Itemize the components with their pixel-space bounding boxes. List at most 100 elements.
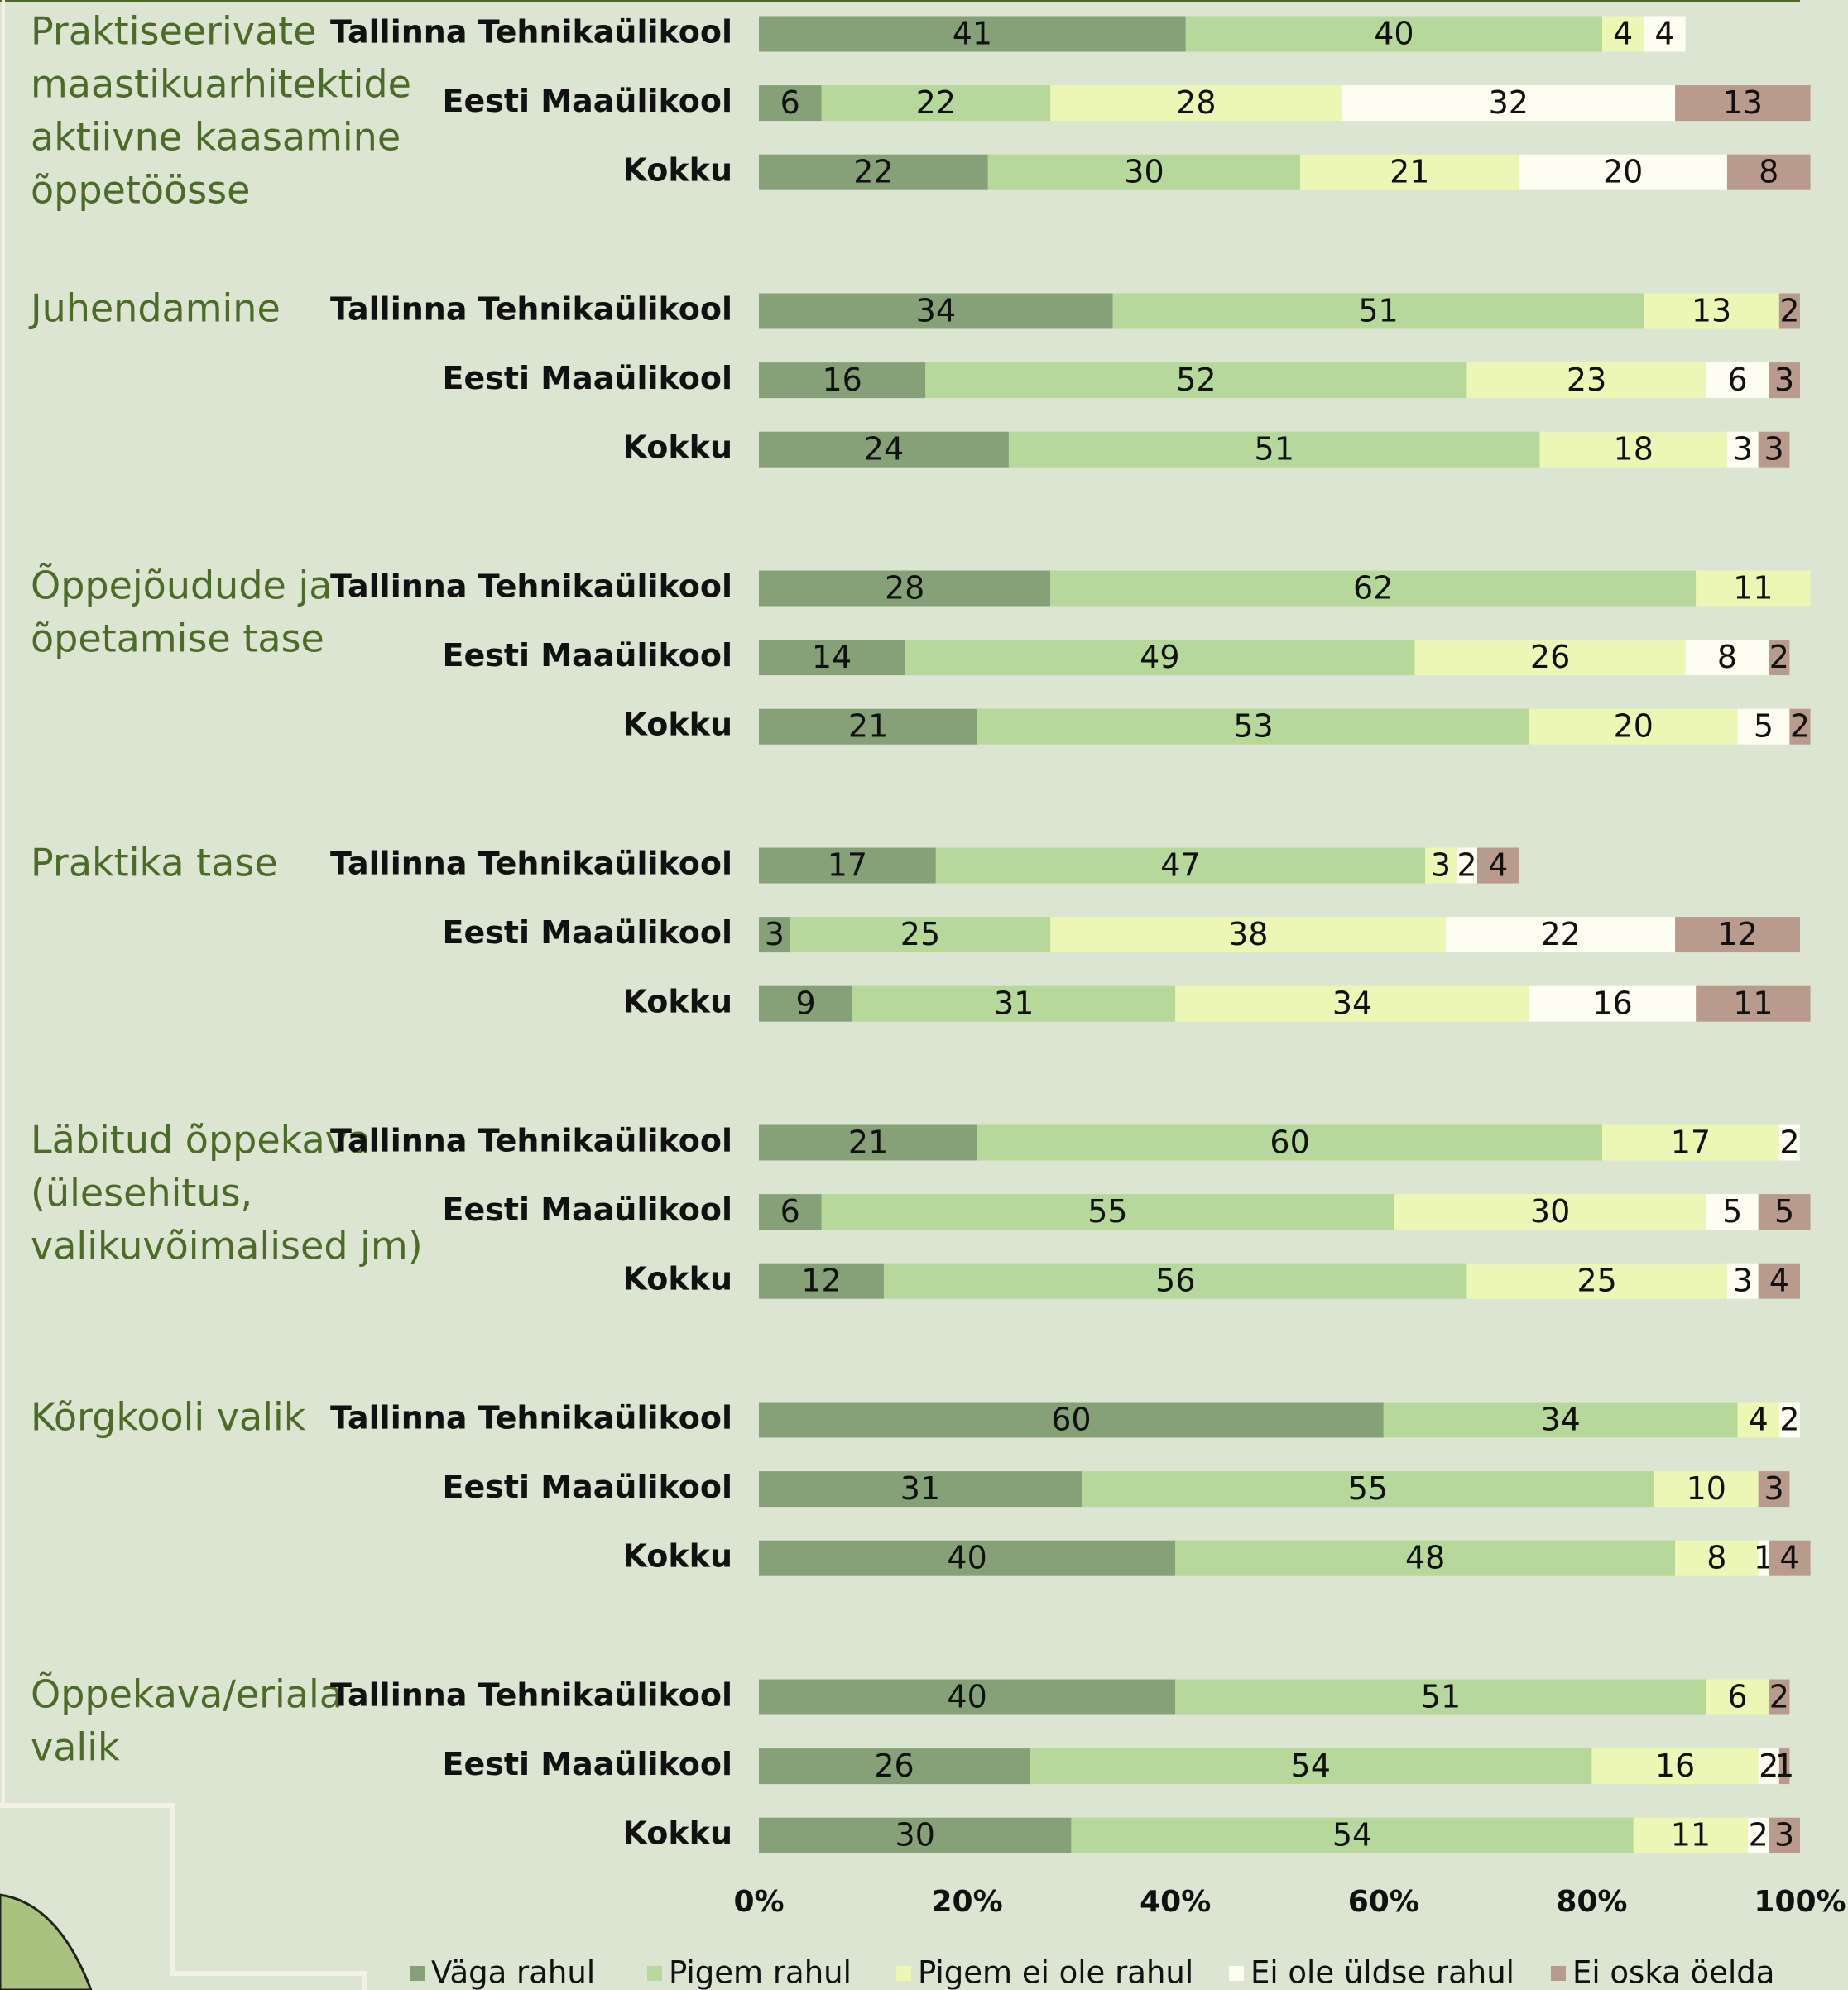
value-label: 49 — [1140, 639, 1179, 675]
legend-label: Väga rahul — [431, 1955, 595, 1990]
value-label: 22 — [1540, 916, 1580, 952]
row-label: Tallinna Tehnikaülikool — [330, 291, 732, 328]
row-label: Eesti Maaülikool — [443, 83, 732, 119]
value-label: 2 — [1769, 1679, 1789, 1715]
value-label: 40 — [947, 1540, 986, 1576]
value-label: 20 — [1614, 708, 1654, 745]
value-label: 28 — [885, 570, 924, 607]
value-label: 18 — [1614, 431, 1654, 468]
value-label: 34 — [1540, 1402, 1580, 1438]
legend-label: Ei oska öelda — [1572, 1955, 1774, 1990]
value-label: 13 — [1723, 84, 1763, 121]
group-title: Õppekava/eriala — [31, 1672, 343, 1717]
row-label: Kokku — [623, 1538, 732, 1575]
value-label: 11 — [1733, 570, 1773, 607]
value-label: 8 — [1706, 1540, 1726, 1576]
value-label: 26 — [1530, 639, 1570, 675]
value-label: 32 — [1489, 84, 1529, 121]
legend-label: Ei ole üldse rahul — [1250, 1955, 1514, 1990]
value-label: 4 — [1769, 1263, 1789, 1299]
value-label: 8 — [1717, 639, 1737, 675]
value-label: 55 — [1087, 1193, 1127, 1230]
value-label: 41 — [953, 16, 992, 52]
row-label: Tallinna Tehnikaülikool — [330, 1123, 732, 1159]
value-label: 8 — [1759, 154, 1778, 190]
group-title: Läbitud õppekava — [31, 1118, 371, 1163]
value-label: 25 — [1577, 1263, 1617, 1299]
chart: Praktiseerivatemaastikuarhitektideaktiiv… — [0, 0, 1848, 1990]
value-label: 51 — [1421, 1679, 1461, 1715]
value-label: 6 — [1727, 362, 1747, 398]
value-label: 47 — [1160, 847, 1200, 884]
group-title: valikuvõimalised jm) — [31, 1224, 423, 1268]
value-label: 51 — [1255, 431, 1294, 468]
row-label: Kokku — [623, 1815, 732, 1852]
value-label: 40 — [947, 1679, 986, 1715]
value-label: 3 — [1764, 431, 1783, 468]
value-label: 5 — [1722, 1193, 1742, 1230]
group-title: Praktiseerivate — [31, 9, 317, 54]
group-title: Juhendamine — [28, 286, 281, 331]
value-label: 2 — [1779, 293, 1799, 329]
group-title: õppetöösse — [31, 168, 250, 213]
value-label: 23 — [1567, 362, 1606, 398]
x-tick-label: 80% — [1556, 1885, 1627, 1919]
row-label: Tallinna Tehnikaülikool — [330, 1400, 732, 1436]
row-label: Tallinna Tehnikaülikool — [330, 14, 732, 50]
row-label: Eesti Maaülikool — [443, 637, 732, 674]
value-label: 20 — [1603, 154, 1643, 190]
x-tick-label: 40% — [1140, 1885, 1211, 1919]
value-label: 2 — [1779, 1402, 1799, 1438]
value-label: 22 — [916, 84, 956, 121]
value-label: 3 — [1733, 1263, 1753, 1299]
legend-swatch — [1229, 1966, 1244, 1981]
value-label: 4 — [1613, 16, 1633, 52]
group-title: aktiivne kaasamine — [31, 115, 401, 160]
value-label: 52 — [1176, 362, 1216, 398]
value-label: 38 — [1228, 916, 1268, 952]
group-title: valik — [31, 1725, 120, 1770]
value-label: 21 — [1390, 154, 1429, 190]
x-tick-label: 100% — [1754, 1885, 1846, 1919]
value-label: 2 — [1779, 1124, 1799, 1161]
value-label: 14 — [812, 639, 852, 675]
value-label: 4 — [1749, 1402, 1769, 1438]
value-label: 5 — [1774, 1193, 1794, 1230]
legend-swatch — [896, 1966, 911, 1981]
row-label: Kokku — [623, 707, 732, 743]
legend-swatch — [647, 1966, 662, 1981]
value-label: 5 — [1754, 708, 1774, 745]
row-label: Eesti Maaülikool — [443, 1746, 732, 1782]
value-label: 28 — [1176, 84, 1216, 121]
value-label: 26 — [874, 1748, 914, 1784]
value-label: 3 — [1774, 362, 1794, 398]
row-label: Kokku — [623, 984, 732, 1020]
value-label: 12 — [801, 1263, 841, 1299]
row-label: Tallinna Tehnikaülikool — [330, 1677, 732, 1714]
value-label: 54 — [1291, 1748, 1331, 1784]
value-label: 22 — [853, 154, 893, 190]
value-label: 1 — [1774, 1748, 1794, 1784]
row-label: Eesti Maaülikool — [443, 360, 732, 396]
value-label: 60 — [1270, 1124, 1309, 1161]
row-label: Kokku — [623, 152, 732, 189]
value-label: 6 — [780, 84, 800, 121]
value-label: 34 — [1332, 985, 1372, 1022]
group-title: (ülesehitus, — [31, 1171, 252, 1216]
value-label: 30 — [895, 1817, 935, 1853]
value-label: 2 — [1790, 708, 1810, 745]
group-title: õpetamise tase — [31, 616, 324, 661]
row-label: Kokku — [623, 1261, 732, 1297]
x-tick-label: 60% — [1348, 1885, 1419, 1919]
value-label: 34 — [916, 293, 956, 329]
value-label: 21 — [848, 1124, 888, 1161]
value-label: 4 — [1779, 1540, 1799, 1576]
value-label: 17 — [828, 847, 867, 884]
value-label: 2 — [1749, 1817, 1769, 1853]
value-label: 60 — [1051, 1402, 1091, 1438]
row-label: Kokku — [623, 429, 732, 466]
legend-label: Pigem ei ole rahul — [918, 1955, 1193, 1990]
value-label: 3 — [1764, 1470, 1783, 1507]
value-label: 55 — [1348, 1470, 1388, 1507]
row-label: Eesti Maaülikool — [443, 914, 732, 951]
